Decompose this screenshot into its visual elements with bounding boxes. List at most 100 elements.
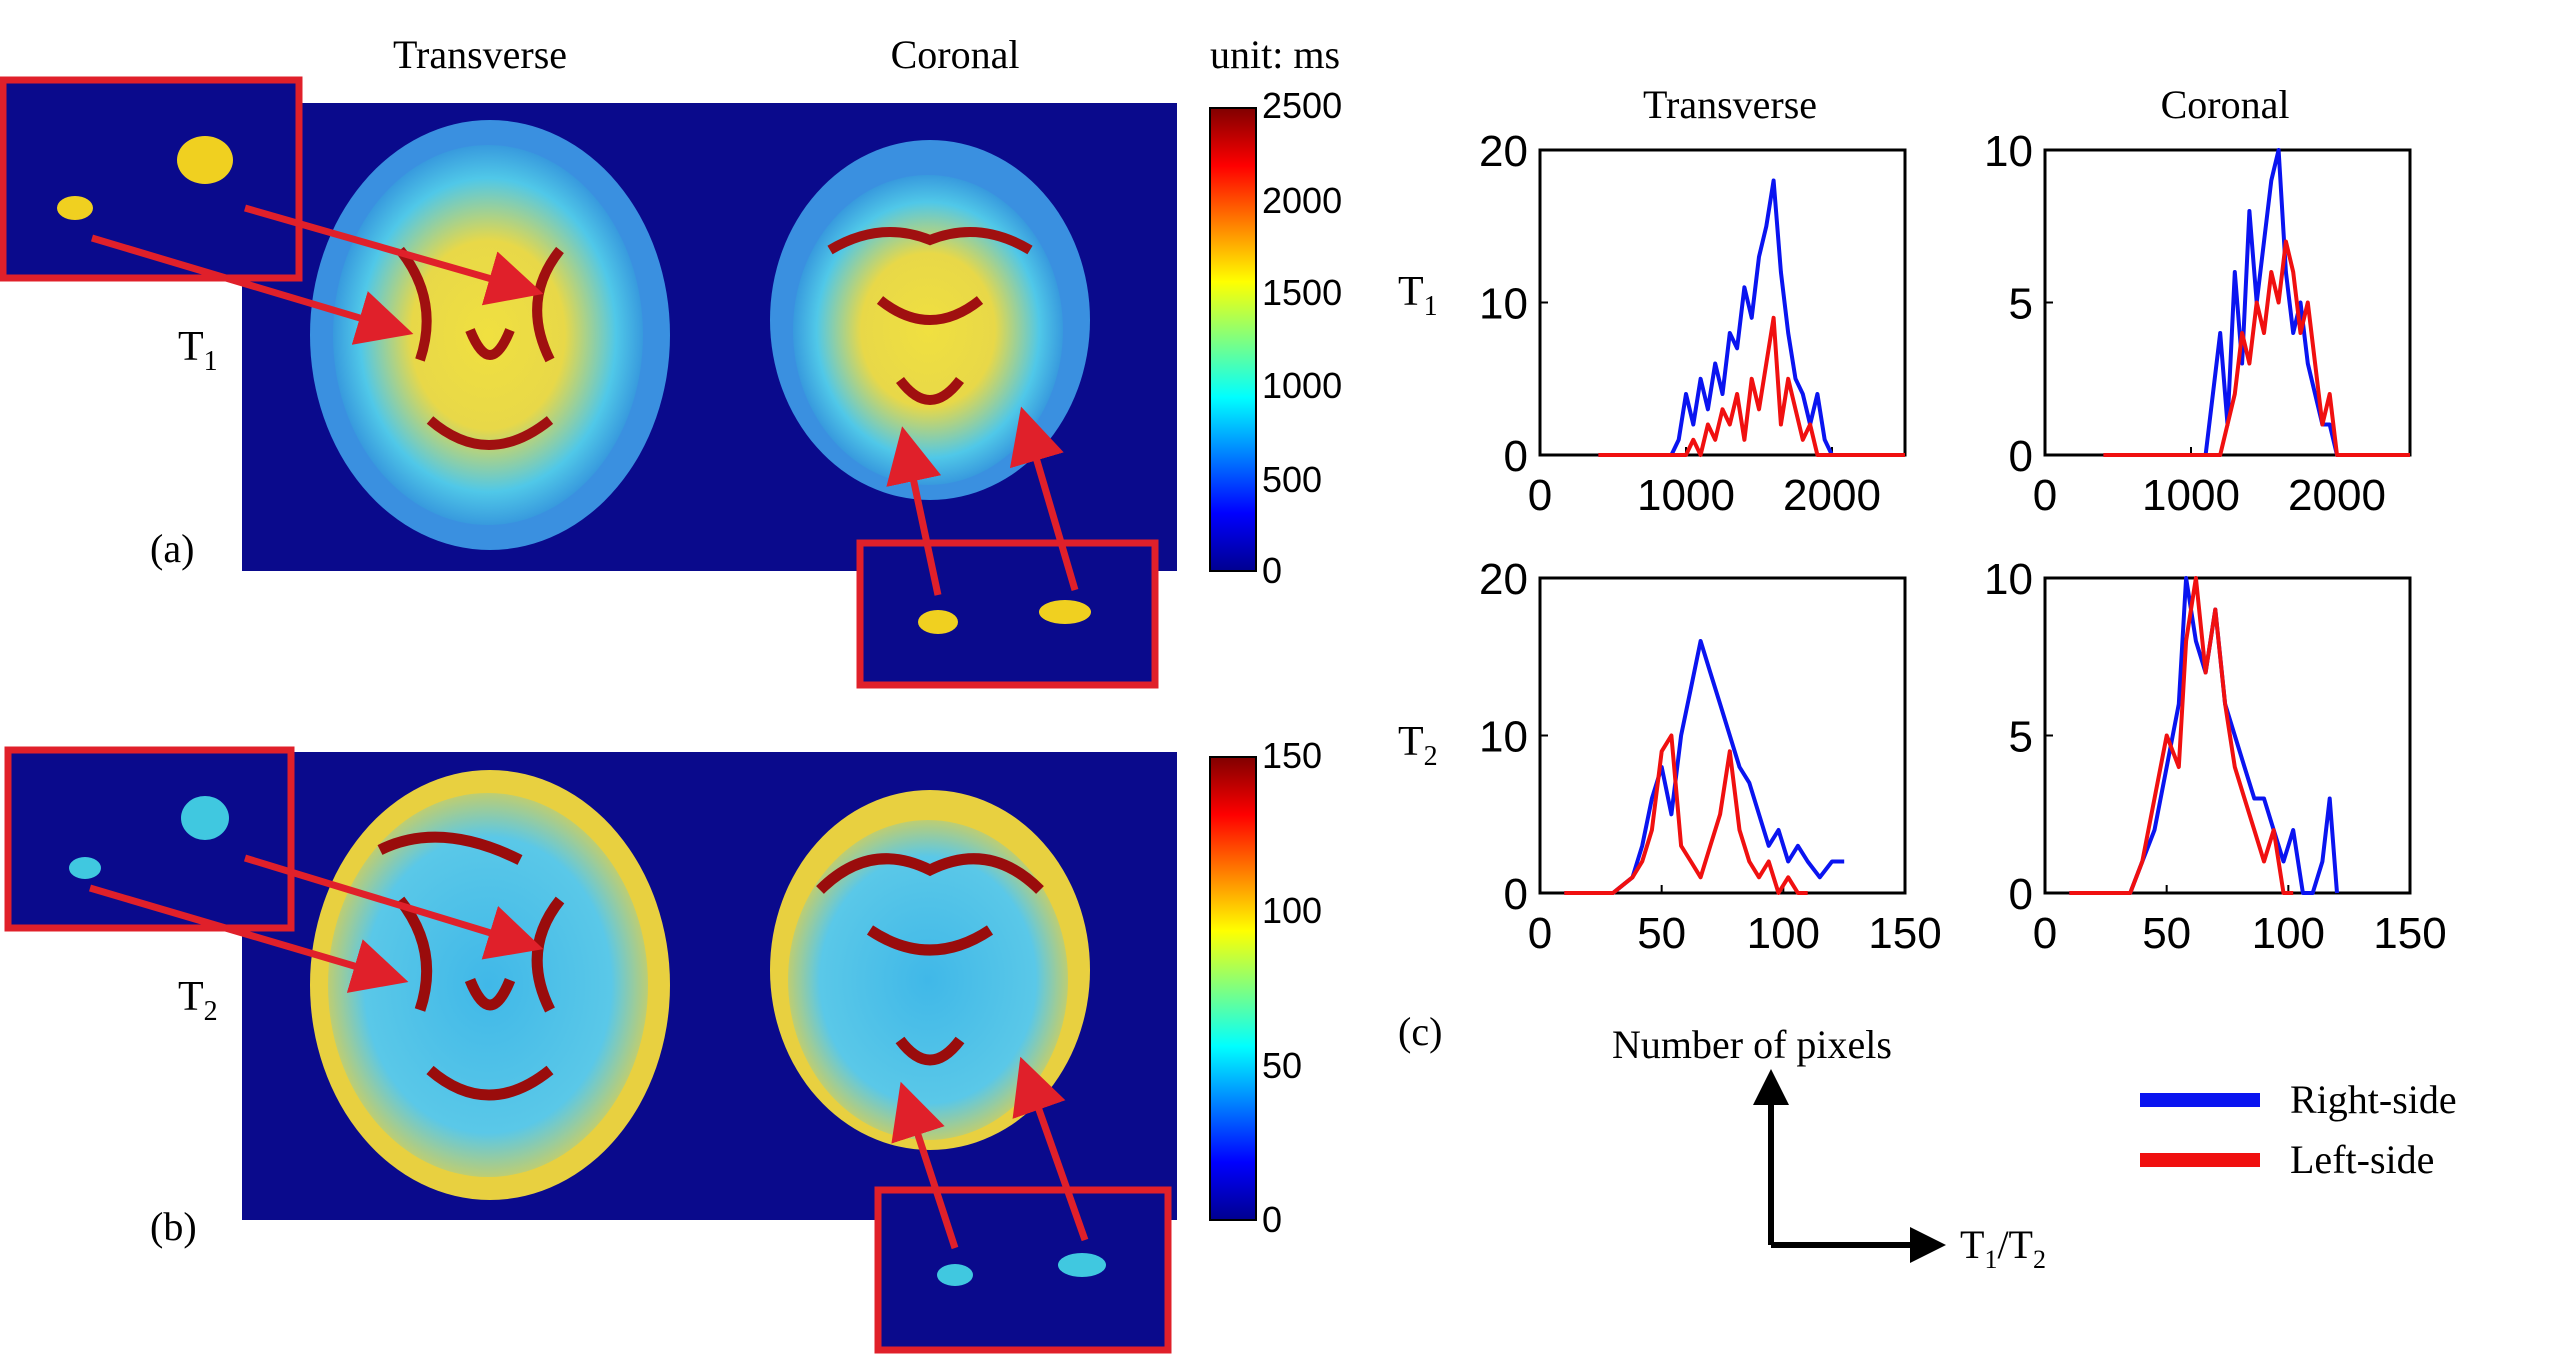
t2-colorbar xyxy=(1209,756,1257,1221)
legend-label-right: Right-side xyxy=(2290,1077,2457,1122)
col-header-transverse: Transverse xyxy=(393,32,567,77)
x-tick-label: 2000 xyxy=(1783,471,1881,520)
t2-cb-tick: 150 xyxy=(1262,735,1322,776)
t2-inset-roi-left xyxy=(181,796,229,840)
histogram-3: 0 50 100 150 0 10 20 xyxy=(1479,555,1942,958)
x-tick-label: 0 xyxy=(2033,471,2057,520)
t2-coronal-inset xyxy=(874,1186,1172,1354)
hist-title-coronal: Coronal xyxy=(2161,82,2290,127)
t1-coronal-inset xyxy=(856,539,1159,689)
x-tick-label: 2000 xyxy=(2288,471,2386,520)
x-tick-label: 150 xyxy=(1868,909,1941,958)
t1-cb-tick: 500 xyxy=(1262,459,1322,500)
t2-coronal-structures xyxy=(816,853,1044,1066)
t1-transverse-inset xyxy=(0,76,303,282)
hist-title-transverse: Transverse xyxy=(1643,82,1817,127)
t2-coronal-roi-right xyxy=(937,1264,973,1286)
y-tick-label: 10 xyxy=(1984,555,2033,604)
legend-label-left: Left-side xyxy=(2290,1137,2434,1182)
x-tick-label: 0 xyxy=(2033,909,2057,958)
y-tick-label: 10 xyxy=(1479,280,1528,329)
row-label-t2: T2 xyxy=(178,974,218,1027)
row-label-t1: T1 xyxy=(178,324,218,377)
histogram-axes-box xyxy=(1538,148,1907,457)
y-tick-label: 5 xyxy=(2009,713,2033,762)
series-line-right xyxy=(1564,639,1845,895)
t1-coronal-structures xyxy=(827,227,1033,405)
legend: Right-side Left-side xyxy=(2140,1077,2457,1182)
x-tick-label: 50 xyxy=(2142,909,2191,958)
histogram-axes-box xyxy=(2043,576,2412,895)
x-tick-label: 100 xyxy=(1747,909,1820,958)
t1-inset-roi-right xyxy=(57,196,93,220)
axes-key-y-label: Number of pixels xyxy=(1612,1022,1892,1067)
t2-colorbar-ticks: 150 100 50 0 xyxy=(1262,735,1322,1240)
t2-coronal-roi-left xyxy=(1058,1253,1106,1277)
y-tick-label: 20 xyxy=(1479,127,1528,176)
t2-arrow-3 xyxy=(891,1081,959,1250)
unit-label: unit: ms xyxy=(1210,32,1340,77)
t1-coronal-roi-left xyxy=(1039,600,1091,624)
hist-row-label-t2: T2 xyxy=(1398,719,1438,772)
y-tick-label: 20 xyxy=(1479,555,1528,604)
histogram-4: 0 50 100 150 0 5 10 xyxy=(1984,555,2447,958)
t1-cb-tick: 2000 xyxy=(1262,180,1342,221)
x-tick-label: 0 xyxy=(1528,909,1552,958)
t2-arrow-1 xyxy=(89,884,409,993)
t2-cb-tick: 100 xyxy=(1262,890,1322,931)
series-line-right xyxy=(2069,576,2339,895)
t2-transverse-inset xyxy=(4,746,295,932)
x-tick-label: 100 xyxy=(2252,909,2325,958)
t1-map-panel xyxy=(0,76,1177,689)
y-tick-label: 5 xyxy=(2009,280,2033,329)
t1-cb-tick: 1000 xyxy=(1262,365,1342,406)
x-tick-label: 150 xyxy=(2373,909,2446,958)
x-tick-label: 0 xyxy=(1528,471,1552,520)
axes-key: Number of pixels T1/T2 xyxy=(1612,1022,2046,1274)
series-line-left xyxy=(2069,576,2294,895)
t2-cb-tick: 50 xyxy=(1262,1045,1302,1086)
t2-map-panel xyxy=(4,746,1177,1354)
series-line-left xyxy=(1564,733,1808,895)
t1-cb-tick: 1500 xyxy=(1262,272,1342,313)
y-tick-label: 0 xyxy=(2009,870,2033,919)
panel-label-b: (b) xyxy=(150,1204,197,1249)
axes-key-x-label: T1/T2 xyxy=(1960,1222,2046,1274)
series-line-right xyxy=(1598,178,1905,457)
t1-colorbar xyxy=(1209,107,1257,572)
t1-coronal-roi-right xyxy=(918,610,958,634)
t1-coronal-brain xyxy=(793,175,1063,485)
y-tick-label: 0 xyxy=(1504,870,1528,919)
t1-cb-tick: 0 xyxy=(1262,550,1282,591)
hist-row-label-t1: T1 xyxy=(1398,269,1438,322)
y-tick-label: 10 xyxy=(1479,713,1528,762)
x-tick-label: 1000 xyxy=(1637,471,1735,520)
histogram-1: 0 1000 2000 0 10 20 xyxy=(1479,127,1907,520)
t2-arrow-2 xyxy=(243,854,544,960)
t1-transverse-brain xyxy=(333,145,643,525)
t1-arrow-1 xyxy=(90,234,414,345)
col-header-coronal: Coronal xyxy=(891,32,1020,77)
y-tick-label: 0 xyxy=(2009,432,2033,481)
panel-label-a: (a) xyxy=(150,526,194,571)
t2-inset-roi-right xyxy=(69,857,101,879)
t1-arrow-4 xyxy=(1009,406,1079,591)
histogram-2: 0 1000 2000 0 5 10 xyxy=(1984,127,2412,520)
y-tick-label: 0 xyxy=(1504,432,1528,481)
t1-colorbar-ticks: 2500 2000 1500 1000 500 0 xyxy=(1262,85,1342,591)
y-tick-label: 10 xyxy=(1984,127,2033,176)
series-line-left xyxy=(1598,315,1905,457)
t2-arrow-4 xyxy=(1012,1056,1089,1242)
series-line-left xyxy=(2103,239,2410,457)
histogram-axes-box xyxy=(1538,576,1907,895)
t1-cb-tick: 2500 xyxy=(1262,85,1342,126)
t2-coronal-brain xyxy=(788,820,1068,1140)
t2-transverse-brain xyxy=(328,793,648,1177)
panel-label-c: (c) xyxy=(1398,1009,1442,1054)
x-tick-label: 1000 xyxy=(2142,471,2240,520)
t1-arrow-2 xyxy=(244,204,544,306)
x-tick-label: 50 xyxy=(1637,909,1686,958)
t2-cb-tick: 0 xyxy=(1262,1199,1282,1240)
